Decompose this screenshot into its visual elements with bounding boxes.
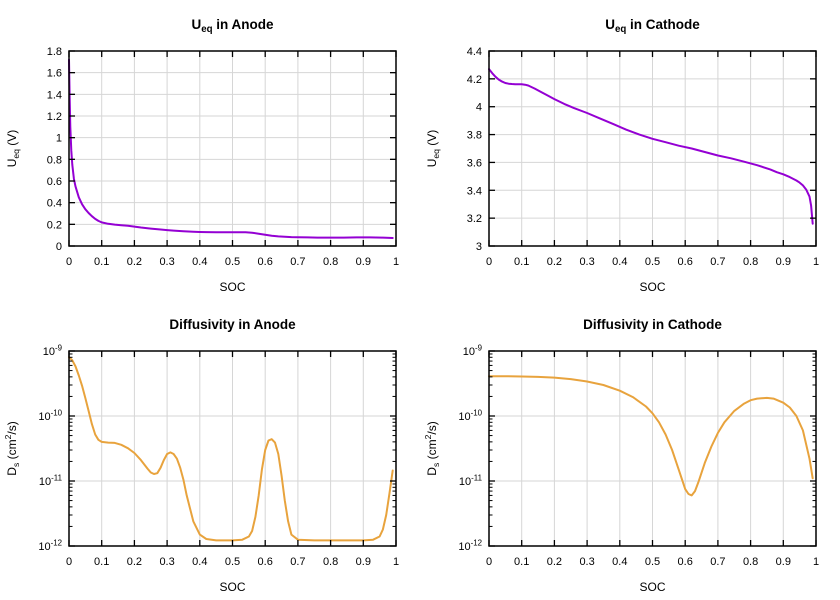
y-tick-label: 4.4 xyxy=(467,46,482,58)
x-tick-label: 0.4 xyxy=(612,256,627,268)
x-tick-label: 0.4 xyxy=(612,556,627,568)
plot-title: Ueq in Anode xyxy=(191,17,274,35)
chart-diffusivity-anode: 0 0.1 0.2 0.3 0.4 0.5 0.6 0.7 0.8 0.9 1 10-12 10-11 1… xyxy=(3,317,399,594)
x-tick-label: 0.5 xyxy=(225,556,240,568)
x-tick-label: 0.8 xyxy=(743,556,758,568)
x-tick-label: 0 xyxy=(486,556,492,568)
x-tick-label: 0.2 xyxy=(127,256,142,268)
y-tick-label: 1.8 xyxy=(47,46,62,58)
x-tick-label: 0.3 xyxy=(159,556,174,568)
y-tick-label: 4 xyxy=(476,102,482,114)
x-tick-label: 0 xyxy=(66,556,72,568)
y-tick-label: 3 xyxy=(476,241,482,253)
y-tick-label: 10-9 xyxy=(43,344,63,358)
y-tick-label: 0.8 xyxy=(47,154,62,166)
x-tick-label: 0.8 xyxy=(743,256,758,268)
y-axis-label: Ds (cm2/s) xyxy=(423,421,441,475)
x-tick-label: 0.5 xyxy=(645,556,660,568)
plot-title: Diffusivity in Cathode xyxy=(583,317,722,332)
y-axis-label: Ueq (V) xyxy=(5,130,21,168)
y-tick-label: 10-10 xyxy=(458,409,482,423)
curve-diffusivity-anode xyxy=(68,356,394,542)
x-tick-label: 0.5 xyxy=(645,256,660,268)
x-tick-label: 0.3 xyxy=(579,556,594,568)
y-tick-label: 10-12 xyxy=(458,539,482,553)
y-tick-label: 1.6 xyxy=(47,68,62,80)
x-tick-label: 0.7 xyxy=(710,556,725,568)
x-tick-label: 1 xyxy=(393,556,399,568)
chart-ueq-cathode: 0 0.1 0.2 0.3 0.4 0.5 0.6 0.7 0.8 0.9 1 3 3.2 3.4 3.6 3… xyxy=(425,17,819,294)
plot-title: Diffusivity in Anode xyxy=(169,317,296,332)
y-axis-label: Ueq (V) xyxy=(425,130,441,168)
x-tick-label: 0 xyxy=(486,256,492,268)
y-tick-label: 10-11 xyxy=(39,474,62,488)
x-tick-label: 0.6 xyxy=(258,256,273,268)
curve-ueq-anode xyxy=(68,58,394,239)
y-tick-label: 3.2 xyxy=(467,213,482,225)
y-tick-label: 3.6 xyxy=(467,157,482,169)
y-tick-label: 0.2 xyxy=(47,219,62,231)
curve-diffusivity-cathode xyxy=(488,375,814,497)
y-tick-label: 10-11 xyxy=(459,474,482,488)
x-tick-label: 0.1 xyxy=(514,556,529,568)
x-tick-label: 0.1 xyxy=(94,256,109,268)
y-tick-label: 1.2 xyxy=(47,111,62,123)
y-tick-label: 0 xyxy=(56,241,62,253)
y-tick-label: 10-12 xyxy=(38,539,62,553)
x-tick-label: 0.6 xyxy=(678,556,693,568)
y-tick-label: 0.6 xyxy=(47,176,62,188)
x-axis-label: SOC xyxy=(219,280,245,294)
x-tick-label: 0.2 xyxy=(127,556,142,568)
y-tick-label: 10-10 xyxy=(38,409,62,423)
x-axis-label: SOC xyxy=(219,580,245,594)
x-tick-label: 0.3 xyxy=(579,256,594,268)
x-tick-label: 0.9 xyxy=(776,556,791,568)
x-tick-label: 0.9 xyxy=(776,256,791,268)
curve-ueq-cathode xyxy=(488,68,814,225)
plot-title: Ueq in Cathode xyxy=(605,17,700,35)
x-tick-label: 0.2 xyxy=(547,556,562,568)
y-tick-label: 1 xyxy=(56,133,62,145)
chart-diffusivity-cathode: 0 0.1 0.2 0.3 0.4 0.5 0.6 0.7 0.8 0.9 1 10-12 10-11 1… xyxy=(423,317,819,594)
x-tick-label: 0 xyxy=(66,256,72,268)
x-tick-label: 0.9 xyxy=(356,256,371,268)
x-tick-label: 0.4 xyxy=(192,556,207,568)
x-axis-label: SOC xyxy=(639,580,665,594)
y-tick-label: 3.4 xyxy=(467,185,482,197)
x-tick-label: 0.8 xyxy=(323,556,338,568)
x-tick-label: 0.9 xyxy=(356,556,371,568)
x-tick-label: 1 xyxy=(813,556,819,568)
x-tick-label: 1 xyxy=(813,256,819,268)
x-tick-label: 0.1 xyxy=(514,256,529,268)
y-tick-label: 0.4 xyxy=(47,198,62,210)
x-tick-label: 0.7 xyxy=(710,256,725,268)
x-tick-label: 0.8 xyxy=(323,256,338,268)
x-tick-label: 0.5 xyxy=(225,256,240,268)
x-tick-label: 0.1 xyxy=(94,556,109,568)
x-axis-label: SOC xyxy=(639,280,665,294)
x-tick-label: 0.7 xyxy=(290,256,305,268)
y-tick-label: 4.2 xyxy=(467,74,482,86)
x-tick-label: 0.3 xyxy=(159,256,174,268)
x-tick-label: 0.2 xyxy=(547,256,562,268)
x-tick-label: 0.6 xyxy=(678,256,693,268)
y-tick-label: 10-9 xyxy=(463,344,483,358)
x-tick-label: 0.6 xyxy=(258,556,273,568)
x-tick-label: 1 xyxy=(393,256,399,268)
y-tick-label: 1.4 xyxy=(47,89,62,101)
chart-ueq-anode: 0 0.1 0.2 0.3 0.4 0.5 0.6 0.7 0.8 0.9 1 0 0.2 0.4 0.6 0… xyxy=(5,17,399,294)
x-tick-label: 0.7 xyxy=(290,556,305,568)
y-tick-label: 3.8 xyxy=(467,130,482,142)
x-tick-label: 0.4 xyxy=(192,256,207,268)
y-axis-label: Ds (cm2/s) xyxy=(3,421,21,475)
